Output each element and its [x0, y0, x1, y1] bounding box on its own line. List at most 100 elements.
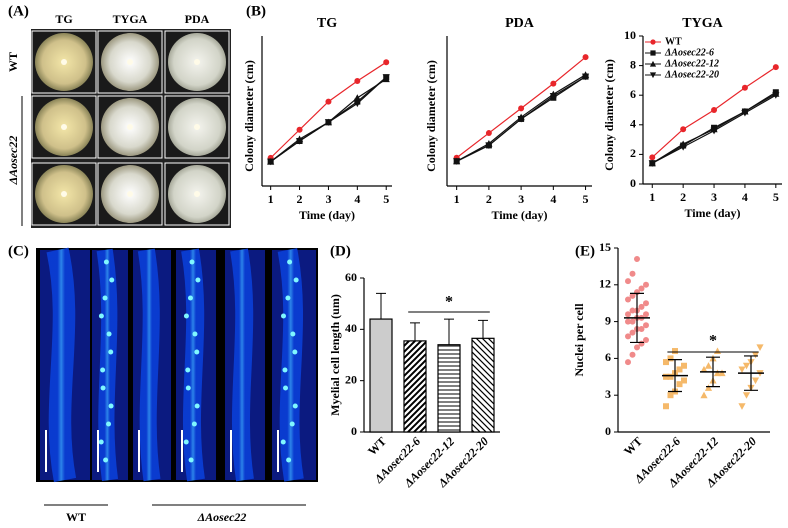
nucleus: [189, 259, 195, 265]
marker: [518, 105, 525, 112]
nucleus: [98, 313, 104, 319]
x-tick-label: 2: [680, 190, 686, 204]
marker: [453, 158, 461, 165]
x-tick-label: 4: [550, 192, 556, 206]
marker: [738, 403, 746, 410]
nucleus: [280, 439, 286, 445]
marker: [324, 119, 333, 126]
x-tick-label: 5: [583, 192, 589, 206]
series-line: [270, 61, 387, 159]
nucleus: [293, 277, 299, 283]
y-tick-label: 4: [630, 117, 636, 131]
marker: [742, 362, 751, 370]
marker: [634, 256, 640, 263]
plate-column-label: TG: [55, 12, 72, 26]
marker: [295, 138, 304, 145]
marker: [383, 59, 390, 66]
marker: [517, 115, 525, 123]
nucleus: [103, 259, 109, 265]
nucleus: [289, 421, 295, 427]
marker: [650, 50, 656, 56]
marker: [751, 377, 760, 385]
nucleus: [103, 457, 109, 463]
nucleus: [286, 457, 292, 463]
marker: [679, 144, 687, 151]
x-tick-label: 2: [486, 192, 492, 206]
marker: [756, 344, 764, 351]
marker: [643, 322, 649, 329]
plate-row-label: WT: [6, 52, 20, 72]
nucleus: [106, 331, 112, 337]
x-tick-label: 2: [297, 192, 303, 206]
error-bar: [410, 322, 420, 341]
nucleus: [108, 349, 114, 355]
nucleus: [192, 331, 198, 337]
significance-label: *: [709, 333, 717, 350]
marker: [738, 366, 746, 374]
y-axis-label: Colony diameter (cm): [242, 60, 256, 172]
sd-bar: [744, 355, 758, 391]
marker: [772, 64, 779, 71]
marker: [742, 392, 751, 399]
nucleus: [283, 385, 289, 391]
marker: [625, 296, 631, 303]
marker: [267, 158, 275, 166]
marker: [680, 126, 687, 133]
plate-column-label: TYGA: [113, 12, 148, 26]
nucleus: [194, 349, 200, 355]
y-tick-label: 6: [630, 87, 636, 101]
marker: [629, 329, 636, 336]
marker: [710, 127, 718, 135]
sd-bar: [630, 292, 644, 344]
x-axis-label: Time (day): [491, 208, 547, 222]
marker: [704, 362, 713, 369]
marker: [649, 72, 657, 79]
nucleus: [100, 385, 106, 391]
marker: [353, 100, 361, 108]
marker: [643, 281, 649, 288]
x-tick-label: 5: [383, 192, 389, 206]
marker: [625, 333, 631, 340]
marker: [634, 344, 640, 351]
marker: [581, 73, 590, 81]
y-tick-label: 60: [345, 270, 357, 284]
nucleus: [287, 259, 293, 265]
plates: [31, 30, 230, 226]
panel-label: (E): [575, 243, 595, 259]
y-tick-label: 8: [630, 57, 636, 71]
nucleus: [280, 313, 286, 319]
y-tick-label: 2: [630, 146, 636, 160]
marker: [638, 325, 645, 332]
marker: [676, 366, 683, 373]
colony-center: [194, 124, 200, 130]
bar: [369, 318, 393, 433]
marker: [629, 351, 636, 358]
marker: [625, 311, 631, 318]
hypha: [277, 248, 304, 482]
marker: [681, 377, 687, 384]
marker: [741, 84, 748, 91]
nucleus: [185, 385, 191, 391]
chart-title: PDA: [505, 16, 535, 31]
hypha: [137, 248, 161, 482]
marker: [625, 318, 631, 325]
marker: [649, 154, 656, 161]
marker: [629, 318, 636, 325]
marker: [741, 109, 749, 117]
x-tick-label: 5: [773, 190, 779, 204]
legend-label: WT: [665, 36, 682, 47]
nucleus: [98, 439, 104, 445]
photo-panels: [31, 29, 318, 483]
marker: [663, 403, 669, 410]
plate-row-label: ΔAosec22: [6, 136, 20, 186]
nucleus: [183, 313, 189, 319]
colony-center: [61, 191, 67, 197]
hypha: [46, 247, 77, 483]
hyphae: [40, 247, 316, 483]
sd-bar: [706, 356, 720, 388]
error-bar: [444, 318, 454, 345]
x-tick-label: 4: [742, 190, 748, 204]
nucleus: [106, 421, 112, 427]
marker: [700, 391, 708, 399]
colony-center: [194, 59, 200, 65]
